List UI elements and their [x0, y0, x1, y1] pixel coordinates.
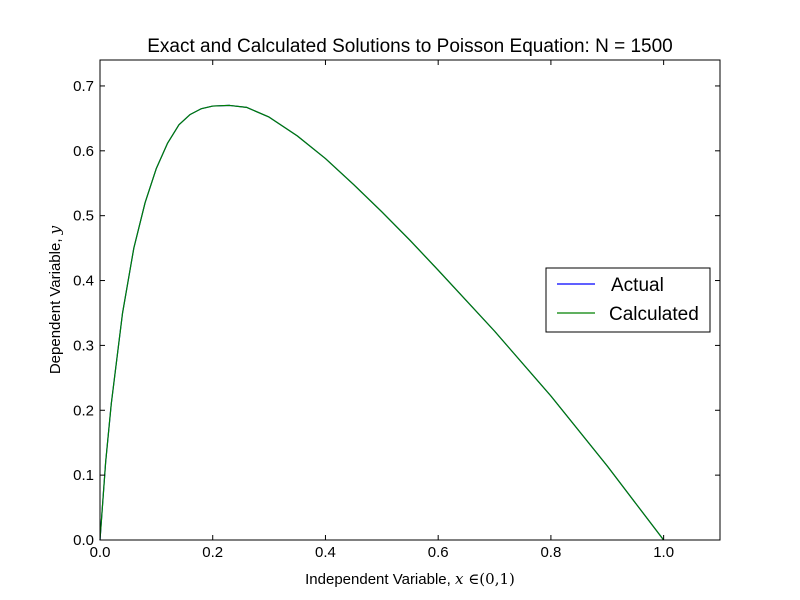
legend: Actual Calculated — [545, 267, 711, 333]
y-axis-label-text: Dependent Variable, — [47, 234, 64, 374]
x-tick-label: 0.0 — [90, 544, 111, 561]
y-tick-label: 0.0 — [73, 532, 94, 549]
x-tick-label: 0.2 — [202, 544, 223, 561]
y-tick-label: 0.1 — [73, 467, 94, 484]
x-tick-label: 1.0 — [653, 544, 674, 561]
x-axis-label-variable: x — [455, 570, 464, 588]
y-tick-label: 0.3 — [73, 337, 94, 354]
y-tick-label: 0.4 — [73, 273, 94, 290]
y-axis-label-variable: y — [46, 225, 64, 235]
chart-title: Exact and Calculated Solutions to Poisso… — [147, 36, 672, 57]
x-tick-label: 0.4 — [315, 544, 336, 561]
legend-label-calculated: Calculated — [609, 304, 699, 325]
x-axis-label-text: Independent Variable, — [305, 571, 455, 588]
series-layer — [99, 104, 665, 541]
x-tick-label: 0.6 — [428, 544, 449, 561]
legend-box — [545, 267, 711, 333]
tick-layer: 0.0 0.2 0.4 0.6 0.8 1.0 0.0 0.1 0.2 0.3 0.4 0.5 0.6 0… — [73, 60, 720, 561]
x-axis-label: Independent Variable, x ∈(0,1) — [305, 570, 515, 588]
y-axis-label: Dependent Variable, y — [46, 225, 64, 374]
y-tick-label: 0.7 — [73, 78, 94, 95]
y-tick-label: 0.5 — [73, 208, 94, 225]
series-line-calculated — [99, 104, 665, 541]
y-tick-label: 0.2 — [73, 402, 94, 419]
plot-frame — [99, 59, 721, 541]
x-tick-label: 0.8 — [540, 544, 561, 561]
legend-label-actual: Actual — [611, 275, 664, 296]
y-tick-label: 0.6 — [73, 143, 94, 160]
x-axis-label-domain: ∈(0,1) — [463, 570, 514, 588]
